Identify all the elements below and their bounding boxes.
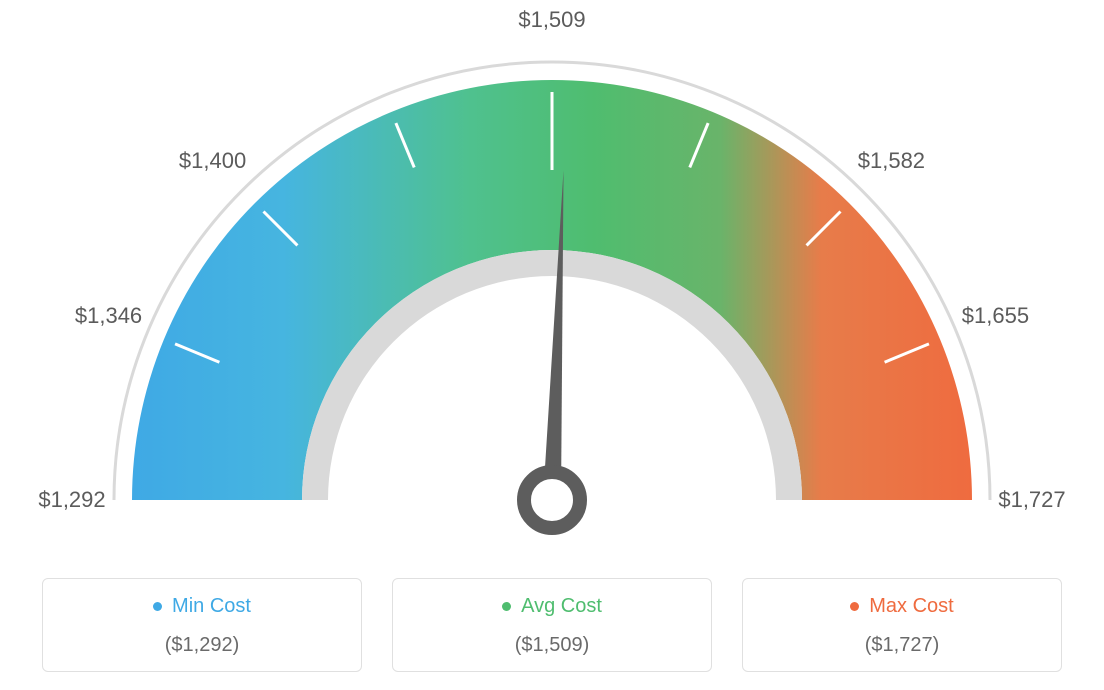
legend-value-avg: ($1,509)	[393, 634, 711, 657]
legend-title-min: Min Cost	[153, 595, 251, 618]
legend-card-min: Min Cost ($1,292)	[42, 578, 362, 672]
legend-title-max: Max Cost	[850, 595, 953, 618]
legend-title-text: Avg Cost	[521, 595, 602, 618]
dot-icon	[502, 602, 511, 611]
legend-title-text: Max Cost	[869, 595, 953, 618]
dot-icon	[153, 602, 162, 611]
gauge-tick-label: $1,346	[75, 303, 142, 329]
dot-icon	[850, 602, 859, 611]
legend-card-max: Max Cost ($1,727)	[742, 578, 1062, 672]
legend-row: Min Cost ($1,292) Avg Cost ($1,509) Max …	[0, 578, 1104, 672]
legend-title-avg: Avg Cost	[502, 595, 602, 618]
gauge-tick-label: $1,292	[38, 487, 105, 513]
gauge-svg	[0, 0, 1104, 560]
gauge-tick-label: $1,727	[998, 487, 1065, 513]
gauge-tick-label: $1,655	[962, 303, 1029, 329]
gauge-tick-label: $1,509	[518, 7, 585, 33]
gauge-tick-label: $1,400	[179, 148, 246, 174]
legend-value-max: ($1,727)	[743, 634, 1061, 657]
legend-title-text: Min Cost	[172, 595, 251, 618]
gauge-tick-label: $1,582	[858, 148, 925, 174]
legend-value-min: ($1,292)	[43, 634, 361, 657]
cost-gauge: $1,292 $1,346 $1,400 $1,509 $1,582 $1,655 $1,7…	[0, 0, 1104, 560]
legend-card-avg: Avg Cost ($1,509)	[392, 578, 712, 672]
